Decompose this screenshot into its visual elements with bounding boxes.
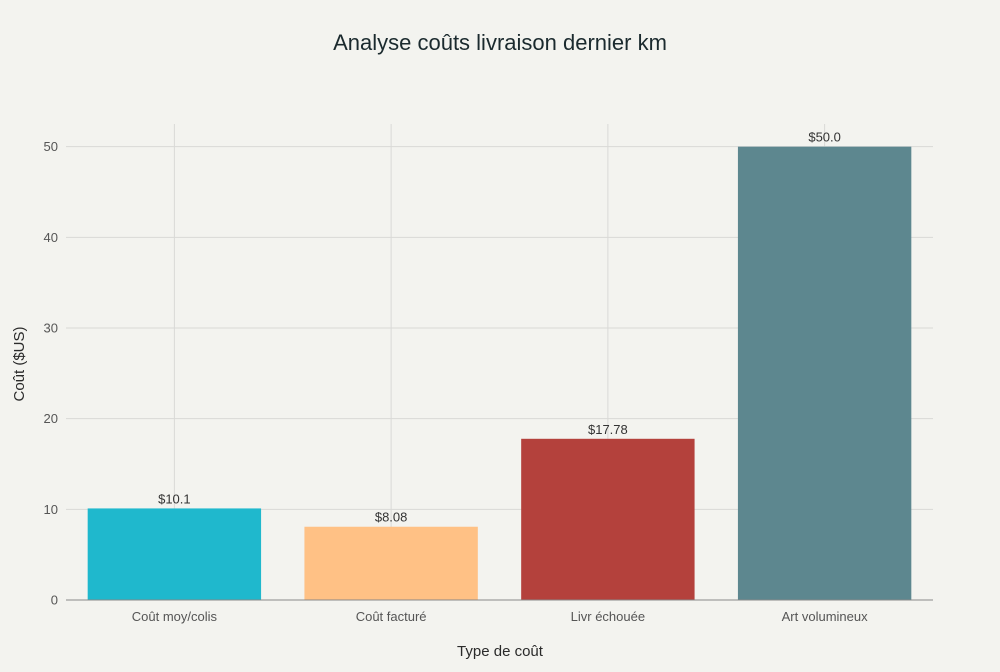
y-axis-title: Coût ($US)	[11, 326, 28, 401]
bar	[304, 526, 478, 600]
bars-layer	[87, 146, 912, 600]
chart-title: Analyse coûts livraison dernier km	[333, 30, 667, 55]
labels-layer: 0 10 20 30 40 50 $10.1 Coût moy/colis $8.08 Coût …	[44, 130, 869, 624]
x-tick-label: Art volumineux	[782, 609, 868, 624]
x-tick-label: Coût facturé	[356, 609, 427, 624]
bar	[87, 508, 262, 600]
x-tick-label: Coût moy/colis	[132, 609, 218, 624]
bar-data-label: $10.1	[158, 491, 191, 506]
y-tick-label: 50	[44, 139, 58, 154]
y-tick-label: 40	[44, 230, 58, 245]
bar	[737, 146, 912, 600]
y-tick-label: 0	[51, 593, 58, 608]
bar-data-label: $8.08	[375, 510, 408, 525]
y-tick-label: 30	[44, 321, 58, 336]
bar	[521, 438, 695, 600]
y-tick-label: 20	[44, 411, 58, 426]
x-axis-title: Type de coût	[457, 643, 544, 660]
x-tick-label: Livr échouée	[571, 609, 645, 624]
y-tick-label: 10	[44, 502, 58, 517]
bar-data-label: $50.0	[808, 130, 841, 145]
bar-data-label: $17.78	[588, 422, 628, 437]
